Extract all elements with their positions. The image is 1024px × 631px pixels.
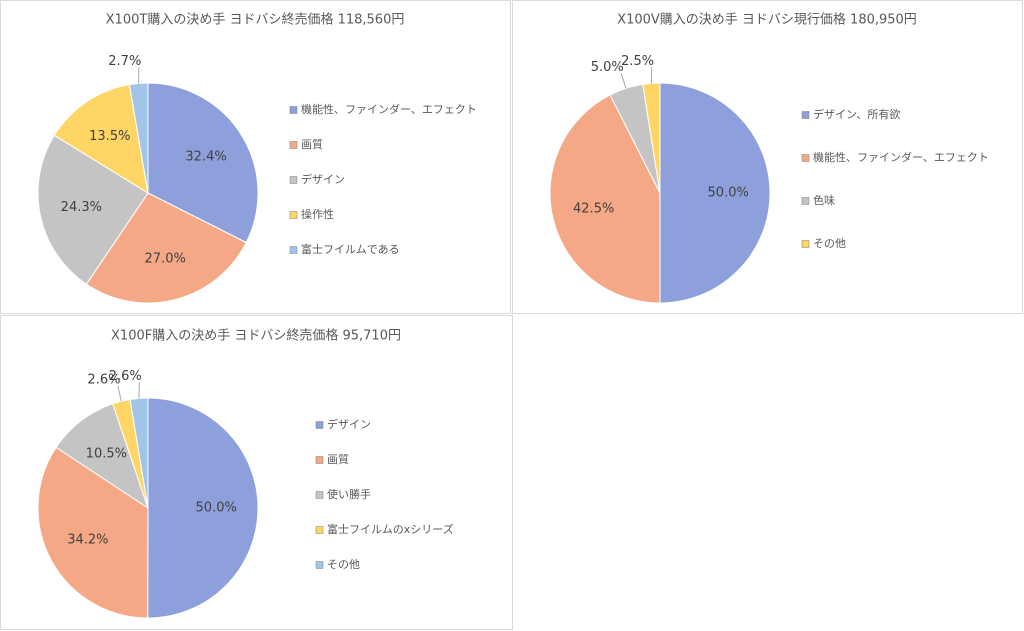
legend-label: 色味 [813,193,835,207]
chart-title: X100F購入の決め手 ヨドバシ終売価格 95,710円 [111,328,401,344]
legend-label: その他 [327,558,360,571]
legend-swatch [289,211,298,219]
data-label: 2.7% [108,54,141,69]
data-label: 2.6% [87,372,120,387]
legend-label: 操作性 [301,207,334,221]
legend-swatch [801,240,810,248]
pie-slice [147,82,259,244]
leader-line [117,385,122,402]
legend-label: 機能性、ファインダー、エフェクト [301,102,477,116]
legend-label: 富士フイルムのxシリーズ [327,522,454,536]
legend-swatch [315,491,324,499]
legend-label: デザイン、所有欲 [813,107,900,121]
chart-title: X100T購入の決め手 ヨドバシ終売価格 118,560円 [106,12,405,28]
legend-swatch [315,456,324,464]
legend-label: 使い勝手 [327,487,371,501]
legend-label: 富士フイルムである [301,242,400,256]
data-label: 10.5% [86,447,127,462]
legend-swatch [289,176,298,184]
legend-label: デザイン [301,172,345,186]
data-label: 50.0% [708,186,749,201]
data-label: 42.5% [573,201,614,216]
data-label: 27.0% [145,251,186,266]
pie-slice [128,82,149,194]
data-label: 50.0% [196,501,237,516]
data-label: 32.4% [185,150,226,165]
pie-slice [147,397,259,619]
legend-swatch [315,561,324,569]
legend-swatch [315,421,324,429]
legend-label: 画質 [327,452,349,466]
legend-label: その他 [813,237,846,250]
data-label: 2.6% [109,369,142,384]
leader-line [620,73,627,89]
legend-swatch [289,106,298,114]
legend-swatch [289,141,298,149]
legend-label: 画質 [301,137,323,151]
pie-slice [659,82,771,304]
data-label: 5.0% [591,60,624,75]
legend-swatch [801,197,810,205]
pie-slice [549,94,661,304]
pie-slice [642,82,661,194]
legend-label: デザイン [327,417,371,431]
legend-swatch [801,154,810,162]
pie-slice [55,403,149,510]
pie-slice [37,134,149,285]
legend-label: 機能性、ファインダー、エフェクト [813,150,989,164]
pie-slice [53,84,149,195]
data-label: 2.5% [621,54,654,69]
legend-swatch [315,526,324,534]
legend-swatch [289,246,298,254]
data-label: 13.5% [89,129,130,144]
data-label: 34.2% [67,533,108,548]
pie-slice [85,192,247,304]
data-label: 24.3% [61,200,102,215]
chart-title: X100V購入の決め手 ヨドバシ現行価格 180,950円 [617,12,917,28]
legend-swatch [801,111,810,119]
